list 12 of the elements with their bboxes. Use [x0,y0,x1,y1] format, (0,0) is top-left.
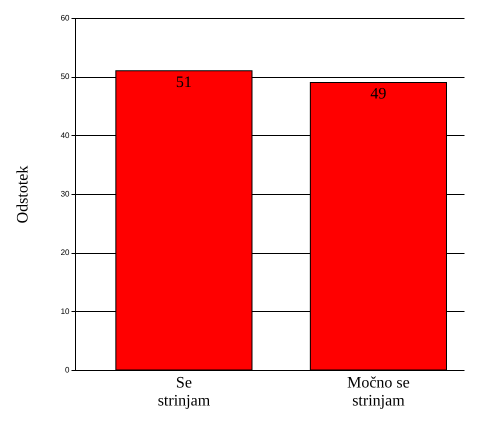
x-tick-label: Močno se strinjam [347,374,410,410]
y-tick-label: 0 [65,366,70,374]
y-tick-label: 10 [60,306,70,316]
y-tick-label: 20 [60,248,70,258]
y-tick-label: 40 [60,130,70,140]
y-axis-title: Odstotek [14,166,32,224]
x-tick-label: Se strinjam [158,374,211,410]
y-tick-label: 60 [60,14,70,22]
y-tick-label: 50 [60,72,70,82]
data-label: 49 [370,86,386,103]
y-tick-label: 30 [60,190,70,198]
data-label: 51 [176,74,192,91]
